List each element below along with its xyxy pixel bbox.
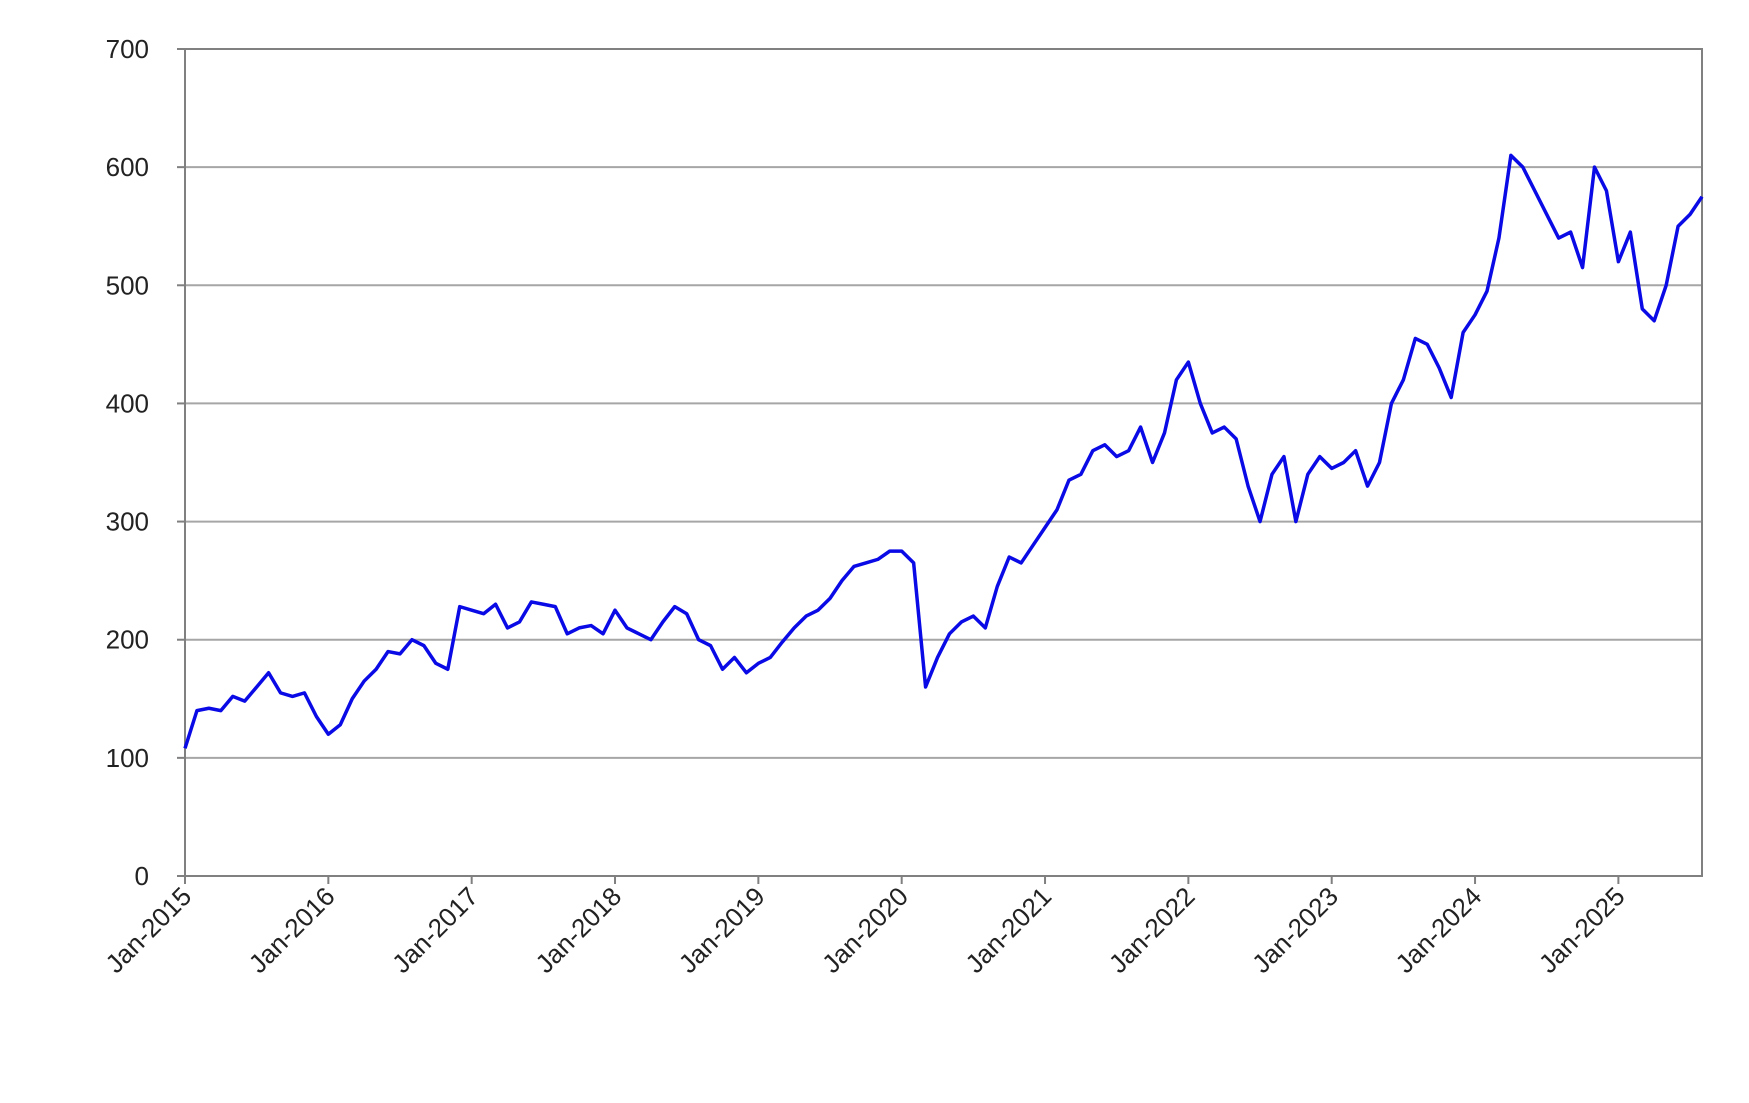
x-tick-label: Jan-2022 (1103, 881, 1201, 979)
x-tick-label: Jan-2016 (243, 881, 341, 979)
plot-area (185, 49, 1702, 876)
x-tick-label: Jan-2019 (673, 881, 771, 979)
x-tick-label: Jan-2021 (959, 881, 1057, 979)
x-tick-label: Jan-2015 (99, 881, 197, 979)
y-tick-label: 400 (106, 388, 149, 418)
y-tick-label: 0 (135, 861, 149, 891)
y-tick-label: 200 (106, 625, 149, 655)
x-tick-label: Jan-2018 (529, 881, 627, 979)
y-tick-label: 300 (106, 507, 149, 537)
y-tick-label: 100 (106, 743, 149, 773)
data-line (183, 153, 1704, 749)
x-tick-label: Jan-2025 (1533, 881, 1631, 979)
y-tick-label: 700 (106, 34, 149, 64)
y-tick-label: 500 (106, 270, 149, 300)
x-tick-label: Jan-2017 (386, 881, 484, 979)
plot-frame (184, 48, 1703, 877)
x-tick-label: Jan-2020 (816, 881, 914, 979)
x-tick-label: Jan-2024 (1389, 881, 1487, 979)
y-tick-label: 600 (106, 152, 149, 182)
x-tick-label: Jan-2023 (1246, 881, 1344, 979)
